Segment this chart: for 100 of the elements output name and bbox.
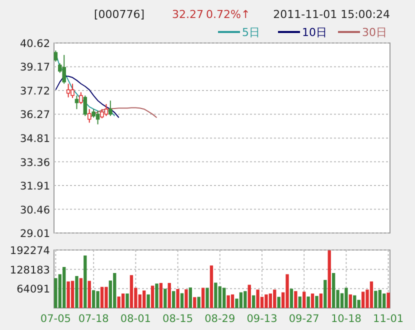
bar	[306, 296, 310, 308]
candlestick	[62, 54, 66, 84]
bar	[66, 281, 70, 308]
bar	[193, 297, 196, 308]
bar	[176, 288, 180, 308]
y-tick-label: 30.46	[20, 204, 50, 216]
text: 0.72%↑	[206, 8, 250, 21]
bar	[84, 256, 87, 308]
candlestick	[54, 50, 58, 62]
bar	[155, 284, 158, 308]
bar	[201, 288, 205, 308]
text: 2011-11-01 15:00:24	[273, 8, 390, 21]
bar	[150, 286, 154, 308]
bar	[218, 286, 222, 308]
bar	[188, 287, 192, 308]
bar	[239, 292, 243, 308]
bar	[256, 290, 260, 308]
bar	[268, 294, 272, 308]
bar	[378, 290, 382, 308]
bar	[88, 280, 91, 308]
y-tick-label: 192274	[10, 245, 50, 257]
bar	[273, 290, 276, 308]
x-tick-label: 07-18	[78, 313, 109, 325]
text: 32.27	[172, 8, 204, 21]
bar	[172, 291, 176, 308]
y-tick-label: 29.01	[20, 228, 50, 240]
bar	[184, 289, 188, 308]
bar	[79, 278, 83, 308]
bar	[315, 296, 318, 308]
candlestick	[104, 104, 108, 116]
bar	[302, 292, 306, 308]
bar	[226, 295, 230, 308]
x-tick-label: 09-13	[246, 313, 278, 325]
bar	[96, 291, 100, 308]
bar	[117, 296, 120, 308]
bar	[230, 294, 234, 308]
bar	[62, 266, 66, 308]
candlestick	[66, 83, 70, 98]
bar	[130, 275, 134, 308]
x-tick-label: 07-05	[40, 313, 71, 325]
bar	[104, 286, 108, 308]
y-tick-label: 31.91	[20, 180, 50, 193]
bar	[353, 295, 356, 308]
bar	[222, 288, 226, 308]
legend-label: 5日	[242, 26, 260, 39]
bar	[286, 274, 289, 308]
candlestick	[74, 95, 79, 110]
y-tick-label: 39.17	[20, 62, 50, 74]
x-tick-label: 11-01	[373, 313, 404, 325]
candlestick	[83, 95, 88, 116]
bar	[70, 280, 74, 308]
bar	[294, 291, 298, 308]
bar	[332, 273, 336, 308]
y-tick-label: 37.72	[20, 85, 50, 98]
bar	[75, 276, 78, 308]
bar	[348, 294, 352, 308]
y-tick-label: 34.81	[20, 133, 50, 146]
text: [000776]	[94, 8, 145, 21]
bar	[374, 290, 378, 308]
bar	[248, 284, 251, 308]
bar	[100, 286, 104, 308]
x-tick-label: 09-27	[288, 313, 320, 325]
legend-label: 30日	[362, 26, 387, 39]
bar	[92, 290, 96, 308]
bar	[142, 290, 146, 308]
candlestick	[79, 92, 83, 105]
bar	[159, 282, 163, 308]
bar	[361, 292, 365, 308]
x-tick-label: 08-01	[120, 313, 151, 325]
bar	[382, 294, 386, 308]
bar	[324, 280, 327, 308]
bar	[357, 300, 360, 308]
bar	[244, 291, 247, 308]
bar	[344, 288, 348, 308]
candlestick	[70, 83, 74, 98]
bar	[180, 293, 184, 308]
y-tick-label: 40.62	[20, 38, 50, 50]
y-tick-label: 128183	[10, 264, 50, 276]
candlestick	[108, 100, 112, 116]
line-series	[88, 107, 158, 119]
bar	[164, 288, 167, 308]
bar	[121, 294, 125, 308]
x-tick-label: 10-18	[330, 313, 362, 325]
bar	[328, 250, 331, 308]
bar	[146, 294, 150, 308]
bar	[252, 295, 256, 308]
bar	[210, 265, 214, 308]
legend-label: 10日	[302, 26, 327, 39]
bar	[386, 292, 390, 308]
bar	[197, 296, 200, 308]
y-tick-label: 36.27	[20, 109, 50, 122]
bar	[298, 296, 302, 308]
bar	[310, 294, 314, 308]
x-tick-label: 08-15	[162, 313, 194, 325]
bar	[168, 282, 171, 308]
bar	[319, 294, 323, 308]
bar	[264, 294, 268, 308]
candlestick	[87, 108, 92, 124]
bar	[54, 278, 58, 308]
candlestick	[96, 110, 100, 125]
